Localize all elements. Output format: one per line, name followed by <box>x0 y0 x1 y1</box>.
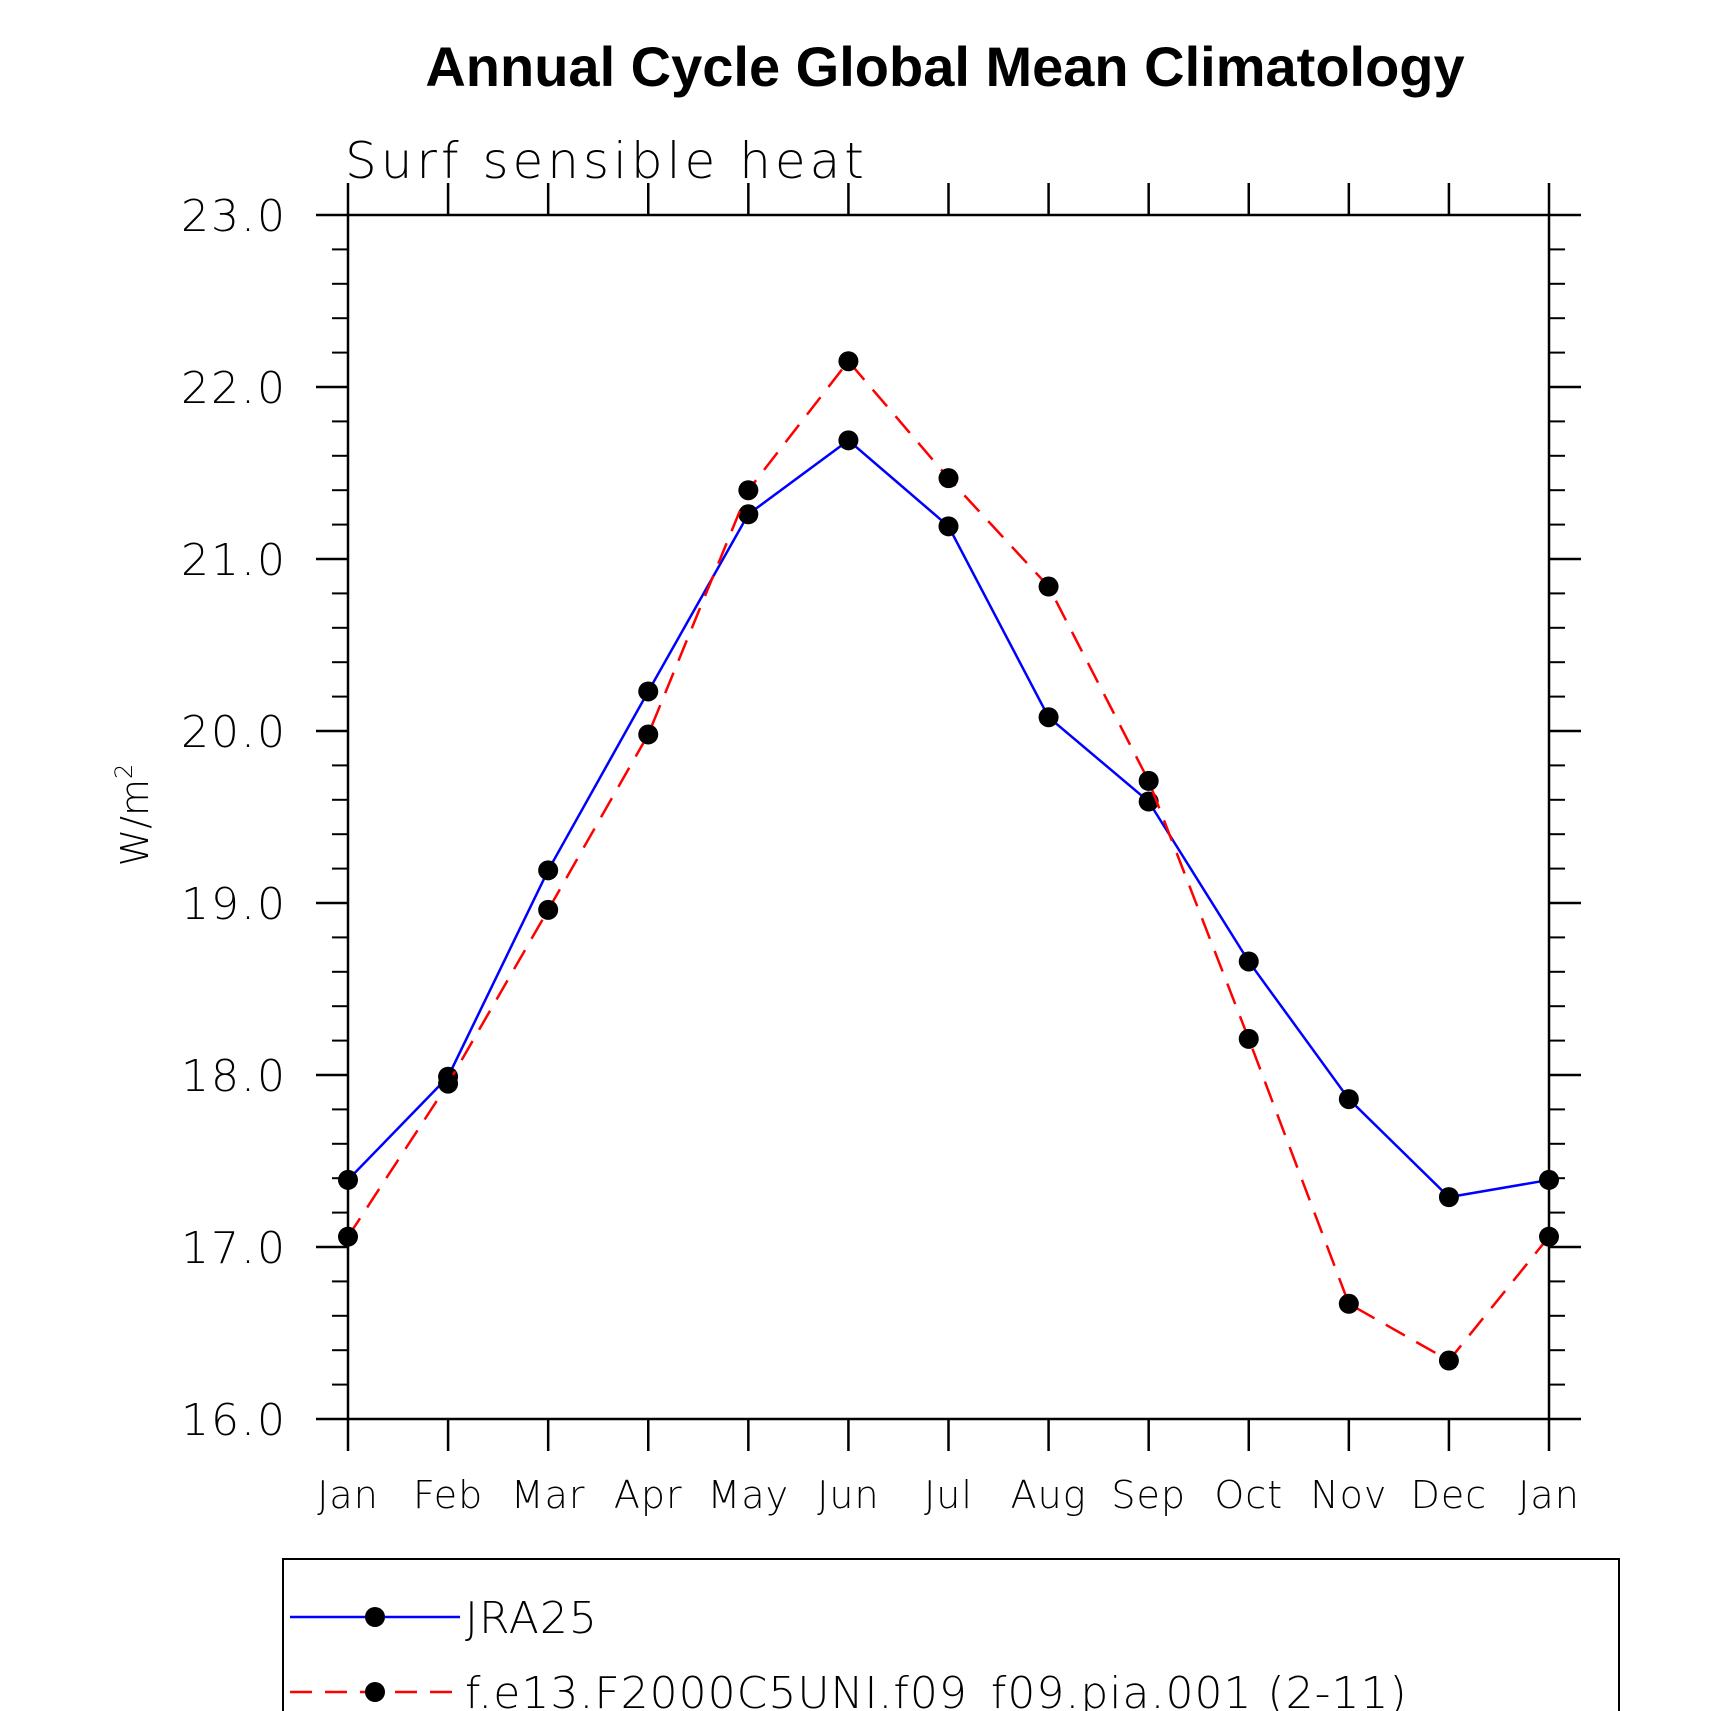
plot-frame <box>346 213 1551 1421</box>
y-tick-label: 19.0 <box>181 879 287 930</box>
series-0-point <box>1338 1089 1359 1110</box>
series-1-point <box>538 899 559 920</box>
series-0-point <box>738 504 759 525</box>
series-0-point <box>1539 1169 1559 1190</box>
series-1-point <box>638 724 659 745</box>
legend-box <box>282 1558 1620 1711</box>
series-layer <box>338 351 1559 1371</box>
x-axis: Jan Feb Mar Apr May Jun Jul Aug Sep Oct Nov Dec Jan <box>317 183 1580 1517</box>
y-axis-label-unit: W/m <box>113 779 157 866</box>
series-1-point <box>1238 1028 1259 1049</box>
series-1-point <box>938 468 959 489</box>
legend-label-0: JRA25 <box>465 1593 598 1644</box>
x-tick-label: Apr <box>614 1473 683 1517</box>
series-1-point <box>838 351 859 372</box>
series-1-point <box>1539 1226 1559 1247</box>
y-tick-label: 21.0 <box>181 535 287 586</box>
y-tick-label: 17.0 <box>181 1223 287 1274</box>
y-axis-label: W/m2 <box>110 764 157 867</box>
series-1-point <box>1338 1293 1359 1314</box>
x-tick-label: Sep <box>1111 1473 1186 1517</box>
chart-subtitle: Surf sensible heat <box>345 132 868 190</box>
legend-swatch-marker-1 <box>365 1682 385 1702</box>
series-0-point <box>1038 707 1059 728</box>
series-0-point <box>338 1169 358 1190</box>
x-tick-label: Jun <box>817 1473 879 1517</box>
x-tick-label: Jul <box>924 1473 973 1517</box>
x-tick-label: Oct <box>1214 1473 1283 1517</box>
y-tick-label: 16.0 <box>181 1395 287 1446</box>
series-1-point <box>438 1073 459 1094</box>
series-1-point <box>1038 576 1059 597</box>
legend-label-1: f.e13.F2000C5UNI.f09_f09.pia.001 (2-11) <box>465 1668 1408 1711</box>
series-0-point <box>938 516 959 537</box>
legend-swatch-marker-0 <box>365 1607 385 1627</box>
y-tick-label: 18.0 <box>181 1051 287 1102</box>
series-1-point <box>1438 1350 1459 1371</box>
series-1-point <box>1138 770 1159 791</box>
series-0-point <box>1238 951 1259 972</box>
chart-title: Annual Cycle Global Mean Climatology <box>425 35 1464 98</box>
series-0-point <box>638 681 659 702</box>
x-tick-label: Dec <box>1411 1473 1488 1517</box>
x-tick-label: May <box>708 1473 790 1517</box>
x-tick-label: Jan <box>317 1473 379 1517</box>
series-0-point <box>538 860 559 881</box>
series-0-point <box>838 430 859 451</box>
series-1-point <box>338 1226 358 1247</box>
series-line-0 <box>347 438 1550 1199</box>
y-tick-label: 22.0 <box>181 363 287 414</box>
x-tick-label: Nov <box>1310 1473 1387 1517</box>
x-tick-label: Feb <box>413 1473 483 1517</box>
series-1-point <box>738 480 759 501</box>
x-tick-label: Aug <box>1011 1473 1087 1517</box>
y-axis-label-exponent: 2 <box>110 764 138 779</box>
legend: JRA25 f.e13.F2000C5UNI.f09_f09.pia.001 (2… <box>282 1558 1620 1711</box>
series-line-1 <box>346 359 1550 1363</box>
x-tick-label: Jan <box>1518 1473 1580 1517</box>
x-tick-label: Mar <box>511 1473 586 1517</box>
series-0-point <box>1438 1187 1459 1208</box>
y-tick-label: 20.0 <box>181 707 287 758</box>
y-axis: 16.0 17.0 18.0 19.0 20.0 21.0 22.0 23.0 <box>181 191 1581 1446</box>
y-tick-label: 23.0 <box>181 191 287 242</box>
